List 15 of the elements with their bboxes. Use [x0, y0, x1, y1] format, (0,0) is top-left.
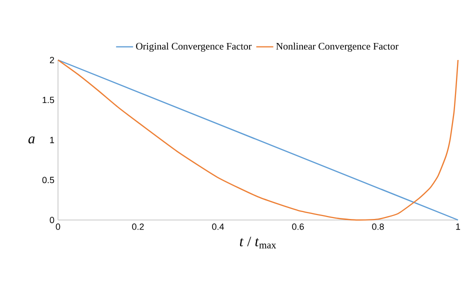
x-tick-label: 0.4 — [212, 224, 224, 230]
x-tick-label: 1 — [456, 224, 460, 230]
legend-label: Original Convergence Factor — [136, 42, 252, 52]
x-tick-label: 0.6 — [292, 224, 304, 230]
y-tick-label: 0.5 — [42, 176, 54, 184]
y-tick-label: 1 — [50, 136, 54, 144]
x-tick-label: 0 — [56, 224, 60, 230]
x-tick-label: 0.2 — [132, 224, 144, 230]
x-axis-title: t / t$_{max}$ — [240, 236, 276, 248]
y-axis-title: a — [28, 136, 35, 144]
legend-label: Nonlinear Convergence Factor — [276, 42, 398, 52]
y-tick-label: 2 — [50, 56, 54, 64]
y-tick-label: 1.5 — [42, 96, 54, 104]
y-tick-label: 0 — [50, 216, 54, 224]
x-tick-label: 0.8 — [372, 224, 384, 230]
